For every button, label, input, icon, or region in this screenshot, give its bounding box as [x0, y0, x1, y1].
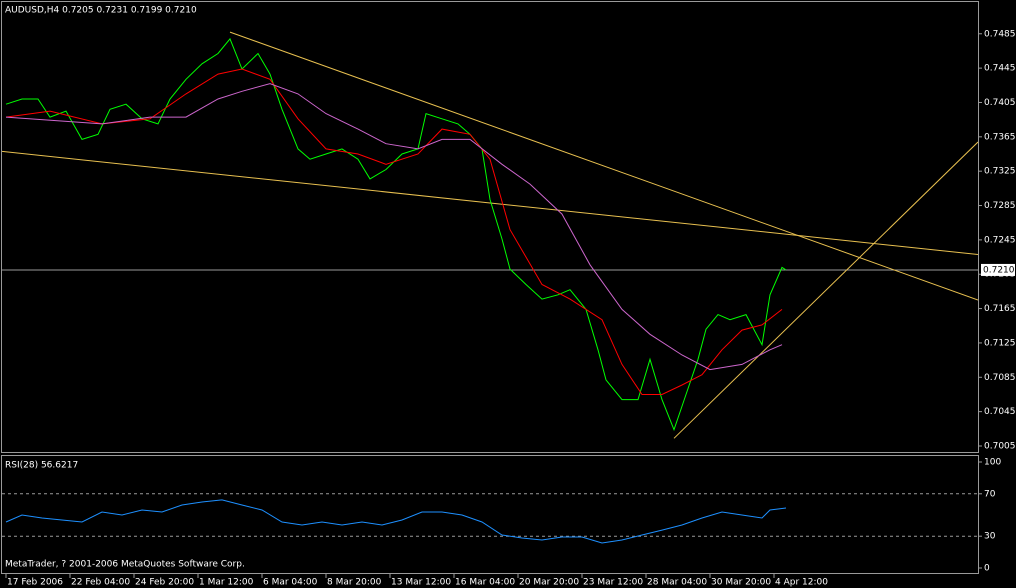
- y-tick-label: 0.7005: [984, 441, 1016, 451]
- y-tick-label: 0.7445: [984, 64, 1016, 74]
- chart-title: AUDUSD,H4 0.7205 0.7231 0.7199 0.7210: [5, 6, 197, 16]
- y-tick-label: 30: [984, 532, 996, 542]
- x-tick-label: 22 Feb 04:00: [71, 578, 130, 588]
- line: [5, 83, 783, 371]
- x-tick-label: 24 Feb 20:00: [135, 578, 194, 588]
- line: [5, 37, 787, 432]
- x-tick-label: 30 Mar 20:00: [711, 578, 771, 588]
- x-tick-label: 1 Mar 12:00: [199, 578, 254, 588]
- x-tick-label: 17 Feb 2006: [7, 578, 63, 588]
- line: [229, 31, 978, 301]
- x-tick-label: 28 Mar 04:00: [647, 578, 707, 588]
- rsi-panel: [1, 455, 979, 574]
- y-tick-label: 0.7325: [984, 167, 1016, 177]
- line: [5, 68, 783, 395]
- y-tick-label: 0: [984, 564, 990, 574]
- x-tick-label: 13 Mar 12:00: [391, 578, 451, 588]
- x-tick-label: 20 Mar 20:00: [519, 578, 579, 588]
- x-tick-label: 23 Mar 12:00: [583, 578, 643, 588]
- y-tick-label: 0.7125: [984, 338, 1016, 348]
- x-tick-label: 8 Mar 20:00: [327, 578, 382, 588]
- y-tick-label: 0.7285: [984, 201, 1016, 211]
- x-tick-label: 16 Mar 04:00: [455, 578, 515, 588]
- line: [2, 150, 978, 255]
- y-tick-label: 0.7165: [984, 304, 1016, 314]
- y-tick-label: 100: [984, 458, 1001, 468]
- y-tick-label: 0.7085: [984, 373, 1016, 383]
- rsi-title: RSI(28) 56.6217: [5, 461, 78, 471]
- y-tick-label: 0.7405: [984, 98, 1016, 108]
- last-price-label: 0.7210: [983, 265, 1015, 275]
- price-panel: [1, 1, 979, 453]
- y-tick-label: 0.7245: [984, 235, 1016, 245]
- y-tick-label: 0.7365: [984, 132, 1016, 142]
- x-tick-label: 4 Apr 12:00: [775, 578, 828, 588]
- plot: [5, 499, 787, 544]
- last-price-box: [981, 263, 1015, 276]
- y-tick-label: 70: [984, 489, 996, 499]
- footer: MetaTrader, ? 2001-2006 MetaQuotes Softw…: [5, 560, 245, 570]
- y-tick-label: 0.7045: [984, 407, 1016, 417]
- line: [5, 499, 787, 544]
- plot: [2, 31, 978, 439]
- y-tick-label: 0.7485: [984, 29, 1016, 39]
- line: [673, 141, 978, 439]
- x-tick-label: 6 Mar 04:00: [263, 578, 318, 588]
